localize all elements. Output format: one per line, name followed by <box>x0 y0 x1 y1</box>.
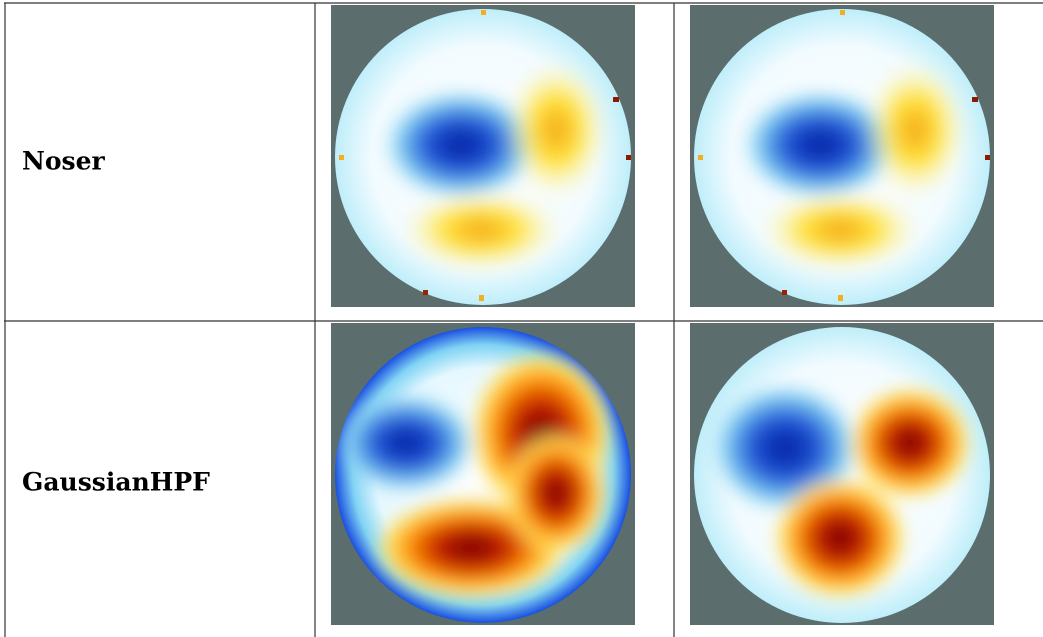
table-rules <box>4 2 1043 637</box>
reconstruction-image <box>331 5 635 307</box>
reconstruction-image <box>690 323 994 625</box>
reconstruction-image <box>690 5 994 307</box>
row-label: GaussianHPF <box>22 468 210 497</box>
row-label: Noser <box>22 147 106 176</box>
reconstruction-image <box>331 323 635 625</box>
